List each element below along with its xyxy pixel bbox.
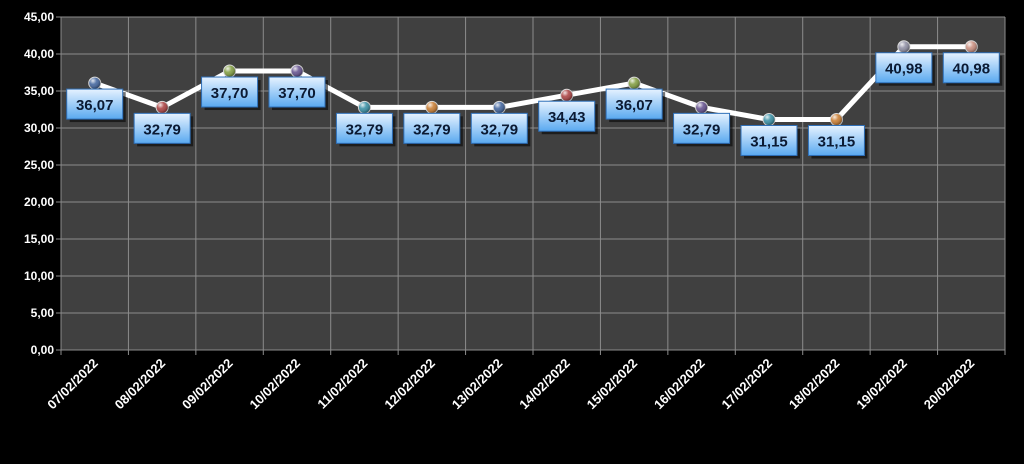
data-point-marker-shine (223, 65, 236, 78)
data-point-marker-shine (291, 65, 303, 78)
y-tick-label: 35,00 (24, 84, 54, 98)
data-point-marker-shine (695, 101, 708, 114)
data-label-box (201, 76, 259, 108)
x-tick-label: 10/02/2022 (246, 356, 303, 413)
data-label: 31,15 (807, 124, 868, 159)
x-tick-label: 07/02/2022 (44, 356, 101, 413)
data-point-marker-shine (425, 101, 438, 114)
data-label: 37,70 (201, 76, 261, 111)
data-label-box (335, 112, 393, 144)
data-point-marker-shine (560, 89, 573, 102)
data-label-box (740, 124, 798, 156)
data-label-text: 37,70 (278, 85, 316, 102)
data-point-marker-shine (897, 40, 910, 53)
x-tick-label: 09/02/2022 (179, 356, 236, 413)
data-point-marker-shine (965, 40, 978, 53)
data-label-box (66, 88, 124, 120)
data-label: 36,07 (605, 88, 666, 123)
data-point-marker-shine (493, 101, 506, 114)
x-tick-label: 08/02/2022 (112, 356, 169, 413)
data-label: 32,79 (133, 112, 194, 147)
data-label-text: 32,79 (413, 121, 451, 138)
data-label: 40,98 (875, 52, 935, 86)
x-tick-label: 12/02/2022 (381, 356, 438, 413)
data-label-text: 32,79 (481, 121, 519, 138)
y-tick-label: 5,00 (31, 306, 55, 320)
data-label-box (942, 52, 1000, 84)
grid-lines (56, 16, 1006, 355)
x-tick-label: 13/02/2022 (449, 356, 506, 413)
data-label-box (268, 76, 326, 108)
data-label-text: 37,70 (211, 85, 249, 102)
data-label-text: 31,15 (818, 133, 856, 150)
data-label-box (403, 112, 461, 144)
data-label: 36,07 (66, 88, 126, 123)
data-label-box (538, 100, 596, 132)
x-tick-label: 16/02/2022 (651, 356, 708, 413)
y-tick-label: 20,00 (24, 195, 54, 209)
axes (60, 17, 1005, 351)
data-label-text: 34,43 (548, 109, 586, 126)
data-label: 31,15 (740, 124, 800, 159)
data-label-box (470, 112, 528, 144)
data-point-marker-shine (88, 77, 101, 90)
data-label-text: 36,07 (615, 97, 653, 114)
data-label-text: 40,98 (885, 61, 923, 78)
data-point-marker-shine (830, 113, 843, 126)
data-label-box (673, 112, 731, 144)
data-label-box (133, 112, 191, 144)
data-label-box (605, 88, 663, 120)
y-tick-label: 10,00 (24, 269, 54, 283)
y-tick-label: 25,00 (24, 158, 54, 172)
data-label-text: 36,07 (76, 97, 114, 114)
data-label: 32,79 (673, 112, 733, 147)
y-tick-label: 15,00 (24, 232, 54, 246)
y-tick-label: 40,00 (24, 47, 54, 61)
x-tick-label: 20/02/2022 (921, 356, 978, 413)
data-label: 32,79 (335, 112, 396, 147)
data-label-box (875, 52, 933, 84)
x-tick-label: 19/02/2022 (853, 356, 910, 413)
x-tick-label: 17/02/2022 (718, 356, 775, 413)
data-point-marker-shine (763, 113, 775, 126)
x-tick-label: 18/02/2022 (786, 356, 843, 413)
y-tick-label: 30,00 (24, 121, 54, 135)
data-label-text: 40,98 (953, 61, 991, 78)
data-label: 32,79 (470, 112, 531, 147)
data-labels: 36,07 32,79 37,70 37,70 32,79 32,79 32,79 34,43… (66, 52, 1003, 159)
y-tick-label: 0,00 (31, 343, 55, 357)
data-label-text: 32,79 (143, 121, 181, 138)
x-tick-label: 11/02/2022 (314, 356, 370, 412)
data-label: 32,79 (403, 112, 463, 147)
data-point-marker-shine (358, 101, 371, 114)
data-point-marker-shine (156, 101, 169, 114)
x-tick-label: 14/02/2022 (516, 356, 573, 413)
data-label-text: 32,79 (683, 121, 721, 138)
data-label-text: 31,15 (750, 133, 788, 150)
data-point-marker-shine (628, 77, 641, 90)
data-label: 40,98 (942, 52, 1003, 86)
x-tick-label: 15/02/2022 (584, 356, 641, 413)
data-label-text: 32,79 (346, 121, 384, 138)
data-label-box (807, 124, 865, 156)
data-label: 37,70 (268, 76, 328, 111)
y-axis-tick-labels: 0,00 5,00 10,00 15,00 20,00 25,00 30,00 35,00 40… (24, 10, 54, 357)
y-tick-label: 45,00 (24, 10, 54, 24)
series-line-path (92, 44, 974, 122)
x-axis-tick-labels: 07/02/2022 08/02/2022 09/02/2022 10/02/2022… (44, 356, 977, 413)
series-line (92, 44, 974, 122)
series-markers (88, 40, 978, 126)
data-label: 34,43 (538, 100, 598, 135)
